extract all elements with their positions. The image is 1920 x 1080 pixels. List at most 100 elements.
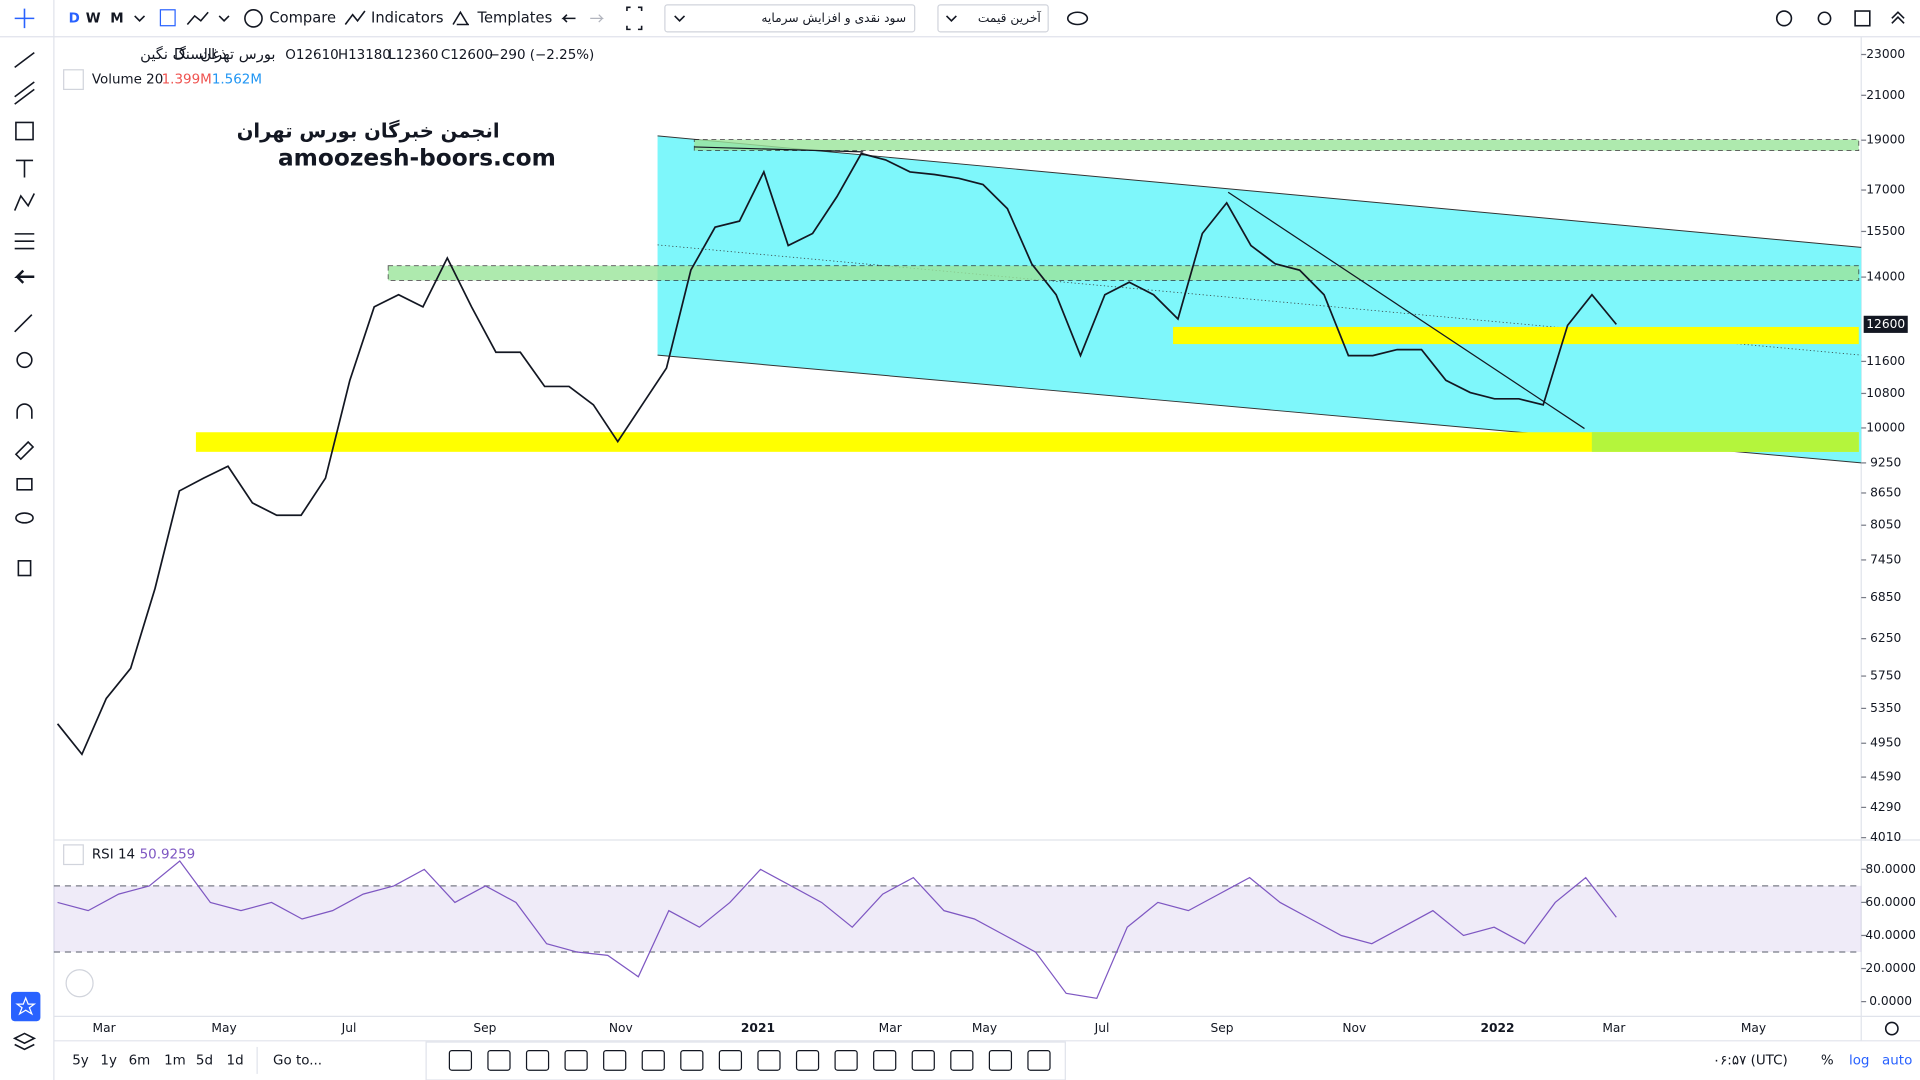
lock-draw-tool[interactable] bbox=[14, 440, 35, 461]
drawing-tool[interactable] bbox=[873, 1050, 897, 1071]
volume-value: 1.399M bbox=[162, 73, 212, 88]
y-tick-label: 10800 bbox=[1866, 386, 1905, 400]
dividend-dropdown[interactable]: سود نقدی و افزایش سرمایه bbox=[761, 11, 906, 26]
drawing-tool[interactable] bbox=[950, 1050, 974, 1071]
percent-toggle[interactable]: % bbox=[1821, 1053, 1834, 1068]
y-tick-label: 6250 bbox=[1870, 631, 1901, 645]
drawing-tool[interactable] bbox=[680, 1050, 704, 1071]
y-tick-label: 4950 bbox=[1870, 736, 1901, 750]
collapse-legend[interactable] bbox=[63, 69, 84, 90]
y-tick-label: 60.0000 bbox=[1865, 895, 1916, 909]
trend-line bbox=[694, 146, 864, 153]
object-tree[interactable] bbox=[12, 1032, 37, 1051]
dropdown-arrow[interactable] bbox=[218, 15, 230, 22]
range-button[interactable]: 1y bbox=[100, 1053, 117, 1068]
range-button[interactable]: 6m bbox=[129, 1053, 151, 1068]
drawing-tool[interactable] bbox=[911, 1050, 935, 1071]
range-button[interactable]: 1m bbox=[164, 1053, 186, 1068]
eye-icon[interactable] bbox=[1066, 11, 1089, 26]
y-tick-label: 10000 bbox=[1866, 420, 1905, 434]
dropdown[interactable] bbox=[664, 4, 916, 33]
interval-button[interactable]: W bbox=[86, 11, 101, 26]
line-icon[interactable] bbox=[186, 11, 209, 26]
interval-button[interactable]: D bbox=[69, 11, 80, 26]
undo[interactable] bbox=[561, 14, 576, 23]
x-tick-label: May bbox=[1741, 1021, 1766, 1035]
indicators-icon[interactable] bbox=[344, 10, 366, 25]
y-tick-label: 19000 bbox=[1866, 133, 1905, 147]
compare-icon[interactable] bbox=[244, 9, 263, 28]
prediction-tool[interactable] bbox=[14, 233, 35, 250]
last-price-label: 12600 bbox=[1866, 317, 1905, 331]
fullscreen[interactable] bbox=[626, 6, 643, 31]
drawing-tool[interactable] bbox=[718, 1050, 743, 1071]
magnet-tool[interactable] bbox=[16, 403, 33, 419]
text-tool[interactable] bbox=[15, 159, 34, 178]
drawing-tool[interactable] bbox=[795, 1050, 820, 1071]
pitchfork-tool[interactable] bbox=[14, 81, 35, 105]
symbol-name: ذغالسنگ نگین bbox=[140, 45, 226, 63]
templates-button[interactable]: Templates bbox=[477, 9, 553, 26]
dropdown-arrow bbox=[945, 15, 957, 22]
y-tick-label: 4290 bbox=[1870, 800, 1901, 814]
y-tick-label: 21000 bbox=[1866, 88, 1905, 102]
trash-tool[interactable] bbox=[17, 560, 32, 577]
range-button[interactable]: 1d bbox=[227, 1053, 244, 1068]
star-icon bbox=[15, 996, 37, 1016]
x-tick-label: Nov bbox=[609, 1021, 633, 1035]
channel-line bbox=[657, 135, 1862, 248]
ohlc-close: C12600 bbox=[441, 48, 493, 63]
settings[interactable] bbox=[1775, 10, 1793, 27]
templates-icon[interactable] bbox=[452, 10, 469, 26]
interval-button[interactable]: M bbox=[110, 11, 123, 26]
drawing-tool[interactable] bbox=[1027, 1050, 1051, 1071]
ruler-tool[interactable] bbox=[14, 314, 33, 333]
candle-icon[interactable] bbox=[159, 9, 176, 27]
back-tool[interactable] bbox=[14, 269, 35, 284]
drawing-tool[interactable] bbox=[525, 1050, 550, 1071]
x-tick-label: Jul bbox=[341, 1021, 357, 1035]
range-button[interactable]: 5d bbox=[196, 1053, 213, 1068]
indicators-button[interactable]: Indicators bbox=[371, 9, 444, 26]
layout[interactable] bbox=[1854, 10, 1871, 27]
log-toggle[interactable]: log bbox=[1849, 1053, 1870, 1068]
auto-toggle[interactable]: auto bbox=[1882, 1053, 1912, 1068]
goto-button[interactable]: Go to... bbox=[273, 1053, 322, 1068]
drawing-tool[interactable] bbox=[603, 1050, 627, 1071]
collapse-rsi[interactable] bbox=[63, 844, 84, 866]
favorites[interactable] bbox=[11, 991, 41, 1022]
trend-tool[interactable] bbox=[14, 52, 35, 68]
drawing-tool[interactable] bbox=[834, 1050, 858, 1071]
drawing-tool[interactable] bbox=[564, 1050, 588, 1071]
y-tick-label: 5350 bbox=[1870, 701, 1901, 715]
dropdown[interactable] bbox=[937, 4, 1049, 33]
collapse[interactable] bbox=[1891, 11, 1905, 24]
price-dropdown[interactable]: آخرین قیمت bbox=[978, 10, 1042, 26]
drawing-tool[interactable] bbox=[757, 1050, 781, 1071]
y-tick-label: 11600 bbox=[1866, 354, 1905, 368]
axis-settings[interactable] bbox=[1884, 1021, 1899, 1036]
dropdown-arrow[interactable] bbox=[134, 15, 146, 22]
shape-tool[interactable] bbox=[15, 121, 34, 141]
zone-overlap bbox=[1591, 432, 1859, 452]
drawing-tool[interactable] bbox=[641, 1050, 665, 1071]
redo[interactable] bbox=[590, 14, 604, 23]
lock-tool[interactable] bbox=[16, 477, 33, 491]
ohlc-low: L12360 bbox=[388, 48, 438, 63]
channel-fill bbox=[657, 135, 1862, 463]
zoom-tool[interactable] bbox=[16, 351, 33, 369]
drawing-tool[interactable] bbox=[487, 1050, 511, 1071]
x-tick-label: Jul bbox=[1094, 1021, 1110, 1035]
hide-tool[interactable] bbox=[15, 512, 34, 524]
range-button[interactable]: 5y bbox=[72, 1053, 89, 1068]
trend-line bbox=[1227, 191, 1585, 430]
drawing-tool[interactable] bbox=[448, 1050, 473, 1071]
share[interactable] bbox=[1817, 11, 1832, 26]
compare-button[interactable]: Compare bbox=[269, 9, 336, 26]
cross-tool[interactable] bbox=[14, 8, 35, 29]
resistance-zone bbox=[387, 265, 1860, 281]
drawing-tool[interactable] bbox=[988, 1050, 1013, 1071]
pattern-tool[interactable] bbox=[13, 193, 35, 211]
y-tick-label: 20.0000 bbox=[1865, 961, 1916, 975]
